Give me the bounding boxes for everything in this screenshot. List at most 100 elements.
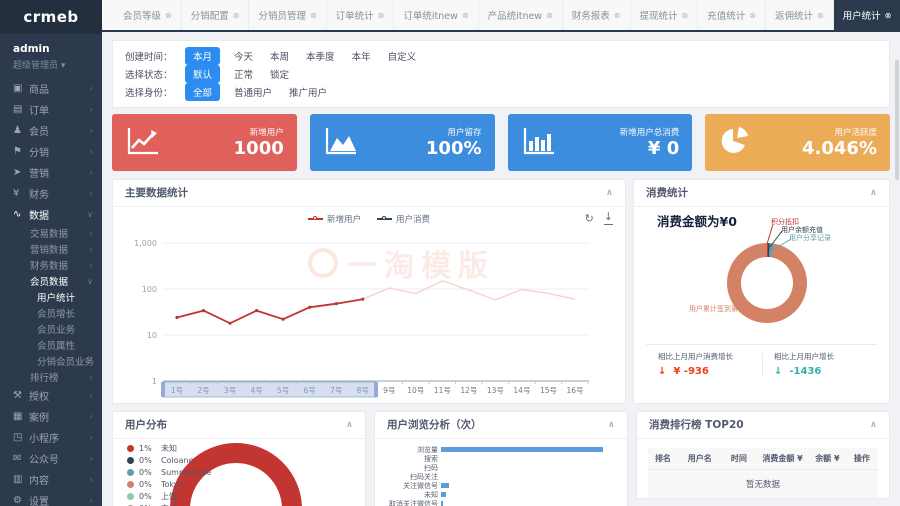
goods-icon: ▣ <box>13 83 23 94</box>
distribution-legend-item[interactable]: 0%东城 <box>127 502 211 506</box>
distribution-legend-item[interactable]: 0% Tokyo <box>127 478 211 490</box>
filter-option[interactable]: 本周 <box>270 52 290 63</box>
chart-download-icon[interactable]: ↓ <box>603 210 613 225</box>
menu-item[interactable]: 财务数据 ‹ <box>0 257 102 273</box>
menu-item[interactable]: ▤ 订单 ‹ <box>0 99 102 120</box>
tab-close-icon[interactable]: ⊗ <box>546 10 553 20</box>
caret-down-icon: ▾ <box>60 61 66 71</box>
menu-item[interactable]: ♟ 会员 ‹ <box>0 120 102 141</box>
distribution-legend-item[interactable]: 0% Coloane <box>127 454 211 466</box>
tab-close-icon[interactable]: ⊗ <box>232 10 240 20</box>
tab-item[interactable]: 会员等级 ⊗ <box>114 0 182 30</box>
menu-item[interactable]: ✉ 公众号 ‹ <box>0 448 102 469</box>
arrow-down-icon: ↓ <box>774 366 783 377</box>
consume-stats-panel: 消费统计 ∧ 消费金额为¥0 积分抵扣 用户余额充值 <box>633 179 890 404</box>
bar <box>441 501 443 506</box>
tab-close-icon[interactable]: ⊗ <box>613 10 621 20</box>
filter-option[interactable]: 正常 <box>234 70 254 81</box>
menu-item[interactable]: 营销数据 ‹ <box>0 241 102 257</box>
menu-item[interactable]: 会员数据 ∨ <box>0 273 102 289</box>
menu-item[interactable]: ➤ 营销 ‹ <box>0 162 102 183</box>
tab-item[interactable]: 分销配置 ⊗ <box>182 0 250 30</box>
legend-item[interactable]: 用户消费 <box>377 213 430 225</box>
legend-item[interactable]: 新增用户 <box>307 213 361 225</box>
main-line-chart[interactable]: 1,0001001011号2号3号4号5号6号7号8号9号10号11号12号13… <box>113 229 625 403</box>
menu-item[interactable]: 分销会员业务 <box>0 353 102 369</box>
submenu: 用户统计 会员增长 会员业务 会员属性 分销会员业务 <box>0 289 102 369</box>
user-block[interactable]: admin 超级管理员 ▾ <box>0 34 102 78</box>
tab-close-icon[interactable]: ⊗ <box>816 10 824 20</box>
menu-item[interactable]: 用户统计 <box>0 289 102 305</box>
tab-close-icon[interactable]: ⊗ <box>165 10 172 20</box>
filter-option[interactable]: 今天 <box>234 52 254 63</box>
tab-item[interactable]: 用户统计 ⊗ <box>833 0 900 30</box>
svg-text:6号: 6号 <box>304 386 316 395</box>
filter-option-selected[interactable]: 默认 <box>185 65 221 83</box>
tab-close-icon[interactable]: ⊗ <box>461 10 469 20</box>
distribution-legend-item[interactable]: 0% 上饶 <box>127 490 211 502</box>
filter-option-selected[interactable]: 本月 <box>185 47 221 65</box>
menu-item[interactable]: 会员业务 <box>0 321 102 337</box>
chart-refresh-icon[interactable]: ↻ <box>584 212 594 225</box>
svg-text:11号: 11号 <box>434 386 451 395</box>
tab-item[interactable]: 财务报表 ⊗ <box>563 0 631 30</box>
tab-close-icon[interactable]: ⊗ <box>749 10 756 20</box>
menu-item[interactable]: ∿ 数据 ∨ <box>0 204 102 225</box>
tab-close-icon[interactable]: ⊗ <box>884 10 892 20</box>
collapse-icon[interactable]: ∧ <box>869 420 877 430</box>
brush-handle[interactable] <box>161 382 165 397</box>
chevron-left-icon: ‹ <box>89 496 93 505</box>
menu-item[interactable]: 排行榜 ‹ <box>0 369 102 385</box>
legend-percent: 0% <box>139 491 152 501</box>
menu-item[interactable]: ▥ 内容 ‹ <box>0 469 102 490</box>
datazoom-brush[interactable] <box>162 381 377 398</box>
tab-item[interactable]: 产品统itnew ⊗ <box>479 0 563 30</box>
distribution-legend-item[interactable]: 0% Summerside <box>127 466 211 478</box>
tab-close-icon[interactable]: ⊗ <box>377 10 385 20</box>
collapse-icon[interactable]: ∧ <box>607 420 615 430</box>
sidebar: crmeb admin 超级管理员 ▾ ▣ 商品 ‹ ▤ 订单 ‹ ♟ 会员 ‹ ⚑ 分销 ‹ ➤ 营销 ‹… <box>0 0 102 506</box>
filter-option[interactable]: 自定义 <box>387 52 417 63</box>
chevron-left-icon: ‹ <box>89 244 93 254</box>
filter-option[interactable]: 本季度 <box>306 52 335 63</box>
menu-item[interactable]: ▦ 案例 ‹ <box>0 406 102 427</box>
menu-item[interactable]: ▣ 商品 ‹ <box>0 78 102 99</box>
brush-handle[interactable] <box>374 382 378 397</box>
filter-option[interactable]: 锁定 <box>270 70 290 81</box>
rank-table-header-cell: 时间 <box>721 448 757 470</box>
menu-item[interactable]: ⚒ 授权 ‹ <box>0 385 102 406</box>
tab-item[interactable]: 分销员管理 ⊗ <box>249 0 327 30</box>
bar-row: 未知 <box>375 490 627 499</box>
user-role[interactable]: 超级管理员 ▾ <box>13 58 102 71</box>
filter-option-selected[interactable]: 全部 <box>185 83 221 101</box>
tab-close-icon[interactable]: ⊗ <box>681 10 689 20</box>
filter-option[interactable]: 推广用户 <box>289 88 328 99</box>
legend-label: 新增用户 <box>326 215 361 225</box>
menu-item[interactable]: 会员增长 <box>0 305 102 321</box>
stat-card-label: 新增用户 <box>249 127 284 138</box>
menu-item[interactable]: 会员属性 <box>0 337 102 353</box>
scrollbar-thumb[interactable] <box>895 60 899 180</box>
filter-option[interactable]: 普通用户 <box>234 88 273 99</box>
tab-close-icon[interactable]: ⊗ <box>309 10 317 20</box>
tab-item[interactable]: 提现统计 ⊗ <box>631 0 699 30</box>
tab-item[interactable]: 订单统itnew ⊗ <box>394 0 479 30</box>
menu-item[interactable]: 交易数据 ‹ <box>0 225 102 241</box>
tab-item[interactable]: 订单统计 ⊗ <box>327 0 395 30</box>
collapse-icon[interactable]: ∧ <box>869 188 877 198</box>
top-navbar: 会员等级 ⊗ 分销配置 ⊗ 分销员管理 ⊗ 订单统计 ⊗ 订单统itnew ⊗ 产品统itnew ⊗ 财… <box>102 0 900 32</box>
collapse-icon[interactable]: ∧ <box>345 420 353 430</box>
menu-item[interactable]: ⚑ 分销 ‹ <box>0 141 102 162</box>
tab-item[interactable]: 充值统计 ⊗ <box>698 0 766 30</box>
distribution-legend-item[interactable]: 1% 未知 <box>127 442 211 454</box>
panel-title: 用户分布 <box>125 419 167 431</box>
tab-item[interactable]: 返佣统计 ⊗ <box>766 0 834 30</box>
hamburger-icon[interactable] <box>102 0 114 30</box>
menu-item[interactable]: ◳ 小程序 ‹ <box>0 427 102 448</box>
menu-item[interactable]: ¥ 财务 ‹ <box>0 183 102 204</box>
collapse-icon[interactable]: ∧ <box>605 188 613 198</box>
filter-option[interactable]: 本年 <box>351 52 371 63</box>
legend-marker-icon <box>307 216 323 220</box>
scrollbar-track[interactable] <box>894 34 900 506</box>
menu-item[interactable]: ⚙ 设置 ‹ <box>0 490 102 506</box>
